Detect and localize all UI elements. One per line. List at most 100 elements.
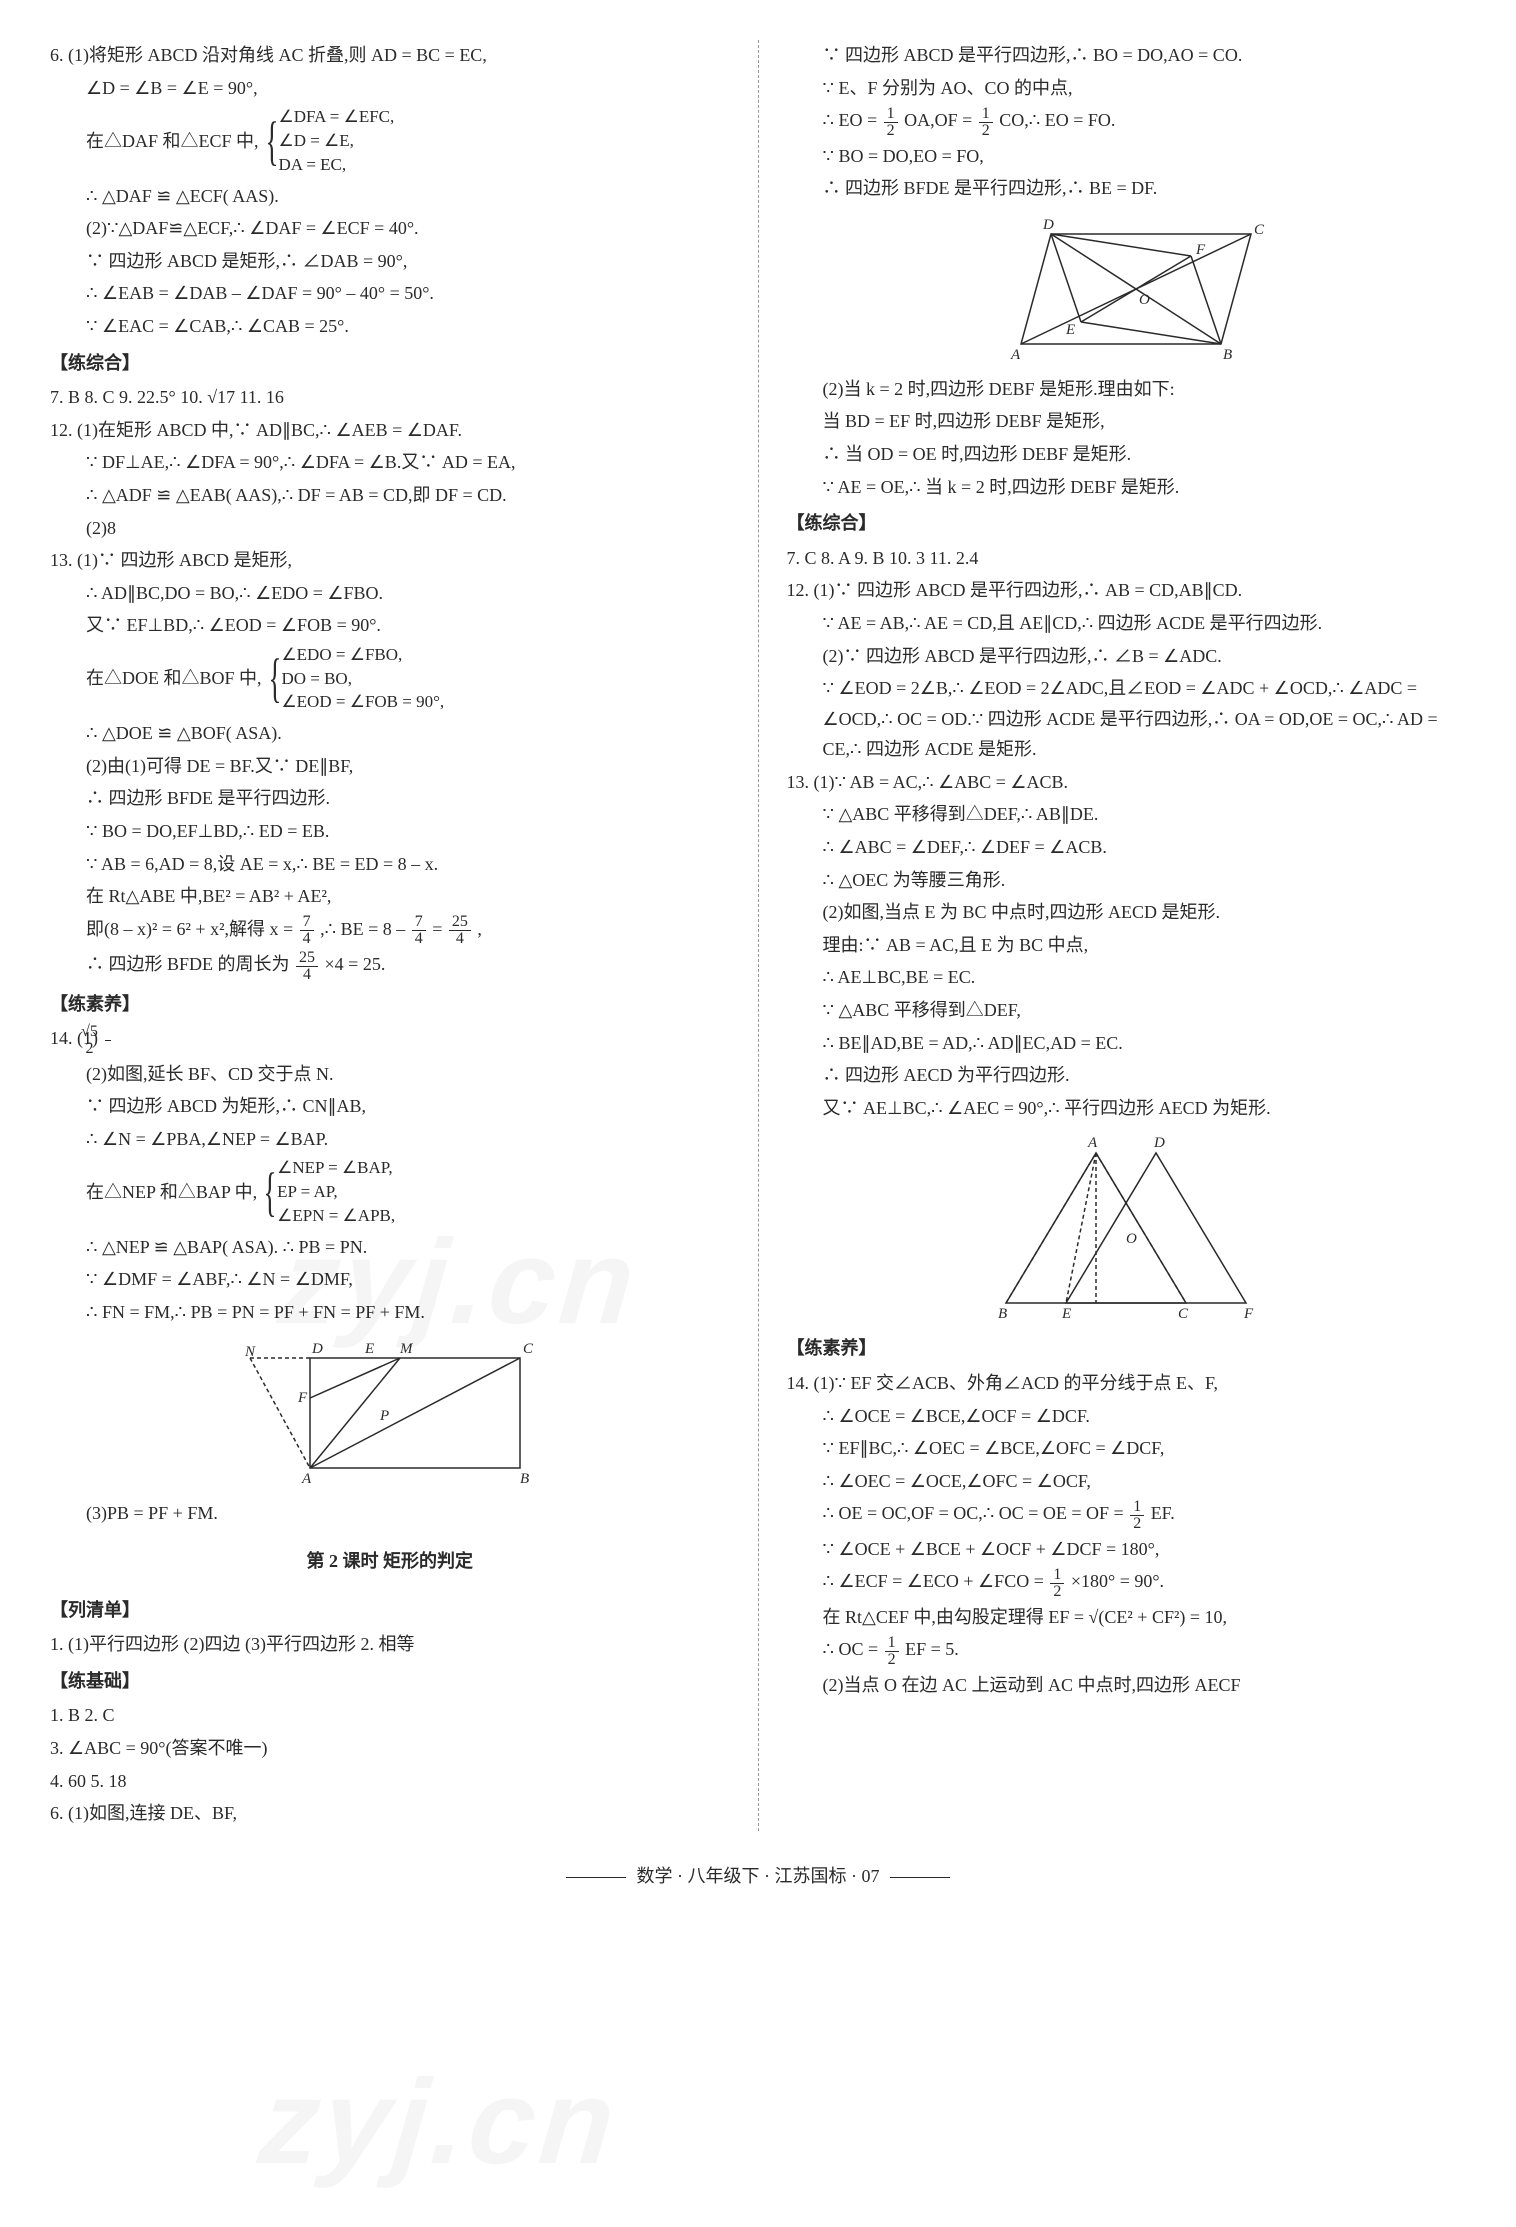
item-12-1b: ∵ DF⊥AE,∴ ∠DFA = 90°,∴ ∠DFA = ∠B.又∵ AD =… (50, 447, 730, 478)
item-13-2g: 又∵ AE⊥BC,∴ ∠AEC = 90°,∴ 平行四边形 AECD 为矩形. (787, 1093, 1467, 1124)
item-13-2f: ∴ 四边形 AECD 为平行四边形. (787, 1060, 1467, 1091)
item-12-1a: 12. (1)在矩形 ABCD 中,∵ AD∥BC,∴ ∠AEB = ∠DAF. (50, 415, 730, 446)
item-14-conc: ∴ △NEP ≌ △BAP( ASA). ∴ PB = PN. (50, 1232, 730, 1263)
svg-text:F: F (1195, 242, 1206, 258)
section-heading: 【练基础】 (50, 1666, 730, 1697)
r1: ∵ 四边形 ABCD 是平行四边形,∴ BO = DO,AO = CO. (787, 40, 1467, 71)
svg-text:F: F (297, 1390, 308, 1406)
answer-row: 7. B 8. C 9. 22.5° 10. √17 11. 16 (50, 382, 730, 413)
brace-icon: { (265, 125, 278, 157)
case-line: DO = BO, (281, 669, 352, 688)
brace-icon: { (264, 1176, 277, 1208)
case-line: ∠D = ∠E, (278, 131, 353, 150)
item-13-2e: 在 Rt△ABE 中,BE² = AB² + AE², (50, 881, 730, 912)
brace-icon: { (268, 662, 281, 694)
item-12-2a: (2)∵ 四边形 ABCD 是平行四边形,∴ ∠B = ∠ADC. (787, 641, 1467, 672)
svg-text:C: C (523, 1341, 534, 1357)
item-12-2: (2)8 (50, 513, 730, 544)
case-line: ∠EPN = ∠APB, (277, 1206, 395, 1225)
section-heading: 【练素养】 (50, 989, 730, 1020)
r6: (2)当 k = 2 时,四边形 DEBF 是矩形.理由如下: (787, 374, 1467, 405)
r2: ∵ E、F 分别为 AO、CO 的中点, (787, 73, 1467, 104)
svg-text:B: B (520, 1471, 529, 1487)
item-13-cases: 在△DOE 和△BOF 中, { ∠EDO = ∠FBO, DO = BO, ∠… (50, 643, 730, 714)
svg-text:A: A (1010, 347, 1021, 363)
item-13-2e: ∴ BE∥AD,BE = AD,∴ AD∥EC,AD = EC. (787, 1028, 1467, 1059)
item-14-1i: ∴ OC = 12 EF = 5. (787, 1634, 1467, 1667)
item-13-1a: 13. (1)∵ 四边形 ABCD 是矩形, (50, 545, 730, 576)
item-13-2g: ∴ 四边形 BFDE 的周长为 254 ×4 = 25. (50, 949, 730, 982)
item-6-2d: ∵ ∠EAC = ∠CAB,∴ ∠CAB = 25°. (50, 311, 730, 342)
item-12-2b: ∵ ∠EOD = 2∠B,∴ ∠EOD = 2∠ADC,且∠EOD = ∠ADC… (787, 673, 1467, 765)
svg-text:D: D (1153, 1135, 1165, 1151)
r9: ∵ AE = OE,∴ 当 k = 2 时,四边形 DEBF 是矩形. (787, 472, 1467, 503)
item-14-1b: ∴ ∠OCE = ∠BCE,∠OCF = ∠DCF. (787, 1401, 1467, 1432)
list-1: 1. (1)平行四边形 (2)四边 (3)平行四边形 2. 相等 (50, 1629, 730, 1660)
case-line: EP = AP, (277, 1182, 337, 1201)
item-12-1c: ∴ △ADF ≌ △EAB( AAS),∴ DF = AB = CD,即 DF … (50, 480, 730, 511)
svg-text:E: E (1061, 1306, 1071, 1322)
item-14-1e: ∴ OE = OC,OF = OC,∴ OC = OE = OF = 12 EF… (787, 1498, 1467, 1531)
case-intro: 在△NEP 和△BAP 中, (86, 1177, 257, 1208)
svg-text:D: D (1042, 217, 1054, 233)
item-14-1h: 在 Rt△CEF 中,由勾股定理得 EF = √(CE² + CF²) = 10… (787, 1602, 1467, 1633)
item-13-2a: (2)如图,当点 E 为 BC 中点时,四边形 AECD 是矩形. (787, 897, 1467, 928)
item-14-1d: ∴ ∠OEC = ∠OCE,∠OFC = ∠OCF, (787, 1466, 1467, 1497)
item-6-1a: 6. (1)将矩形 ABCD 沿对角线 AC 折叠,则 AD = BC = EC… (50, 40, 730, 71)
item-14-1c: ∵ EF∥BC,∴ ∠OEC = ∠BCE,∠OFC = ∠DCF, (787, 1433, 1467, 1464)
figure-rectangle: N D E M C F P A B (240, 1338, 540, 1488)
base-3: 3. ∠ABC = 90°(答案不唯一) (50, 1733, 730, 1764)
svg-text:D: D (311, 1341, 323, 1357)
item-14-1f: ∵ ∠OCE + ∠BCE + ∠OCF + ∠DCF = 180°, (787, 1534, 1467, 1565)
item-14-e: ∴ FN = FM,∴ PB = PN = PF + FN = PF + FM. (50, 1297, 730, 1328)
item-13-2c: ∵ BO = DO,EF⊥BD,∴ ED = EB. (50, 816, 730, 847)
item-14-1g: ∴ ∠ECF = ∠ECO + ∠FCO = 12 ×180° = 90°. (787, 1566, 1467, 1599)
case-line: DA = EC, (278, 155, 346, 174)
item-13-1c: 又∵ EF⊥BD,∴ ∠EOD = ∠FOB = 90°. (50, 610, 730, 641)
left-column: 6. (1)将矩形 ABCD 沿对角线 AC 折叠,则 AD = BC = EC… (50, 40, 730, 1831)
two-column-page: 6. (1)将矩形 ABCD 沿对角线 AC 折叠,则 AD = BC = EC… (50, 40, 1466, 1831)
svg-text:N: N (244, 1344, 256, 1360)
figure-triangles: A D O B E C F (976, 1133, 1276, 1323)
item-6-conc: ∴ △DAF ≌ △ECF( AAS). (50, 181, 730, 212)
figure-parallelogram: A B C D E F O (971, 214, 1281, 364)
item-13-1b: ∵ △ABC 平移得到△DEF,∴ AB∥DE. (787, 799, 1467, 830)
case-line: ∠DFA = ∠EFC, (278, 107, 394, 126)
r4: ∵ BO = DO,EO = FO, (787, 141, 1467, 172)
item-14-2: (2)当点 O 在边 AC 上运动到 AC 中点时,四边形 AECF (787, 1670, 1467, 1701)
section-heading: 【练综合】 (50, 348, 730, 379)
item-13-1c: ∴ ∠ABC = ∠DEF,∴ ∠DEF = ∠ACB. (787, 832, 1467, 863)
item-12-1a: 12. (1)∵ 四边形 ABCD 是平行四边形,∴ AB = CD,AB∥CD… (787, 575, 1467, 606)
right-column: ∵ 四边形 ABCD 是平行四边形,∴ BO = DO,AO = CO. ∵ E… (787, 40, 1467, 1831)
section-heading: 【列清单】 (50, 1595, 730, 1626)
item-13-2b: ∴ 四边形 BFDE 是平行四边形. (50, 783, 730, 814)
item-14-d: ∵ ∠DMF = ∠ABF,∴ ∠N = ∠DMF, (50, 1264, 730, 1295)
case-line: ∠EOD = ∠FOB = 90°, (281, 692, 444, 711)
svg-text:E: E (1065, 322, 1075, 338)
item-13-2f: 即(8 – x)² = 6² + x²,解得 x = 74 ,∴ BE = 8 … (50, 914, 730, 947)
svg-text:F: F (1243, 1306, 1254, 1322)
item-13-1a: 13. (1)∵ AB = AC,∴ ∠ABC = ∠ACB. (787, 767, 1467, 798)
svg-text:A: A (301, 1471, 312, 1487)
item-14-cases: 在△NEP 和△BAP 中, { ∠NEP = ∠BAP, EP = AP, ∠… (50, 1156, 730, 1227)
base-1: 1. B 2. C (50, 1700, 730, 1731)
svg-text:A: A (1087, 1135, 1098, 1151)
case-line: ∠EDO = ∠FBO, (281, 645, 402, 664)
item-13-2b: 理由:∵ AB = AC,且 E 为 BC 中点, (787, 930, 1467, 961)
item-6-2b: ∵ 四边形 ABCD 是矩形,∴ ∠DAB = 90°, (50, 246, 730, 277)
item-13-2d: ∵ AB = 6,AD = 8,设 AE = x,∴ BE = ED = 8 –… (50, 849, 730, 880)
base-6: 6. (1)如图,连接 DE、BF, (50, 1798, 730, 1829)
item-13-1b: ∴ AD∥BC,DO = BO,∴ ∠EDO = ∠FBO. (50, 578, 730, 609)
item-6-2c: ∴ ∠EAB = ∠DAB – ∠DAF = 90° – 40° = 50°. (50, 278, 730, 309)
item-14-2b: ∵ 四边形 ABCD 为矩形,∴ CN∥AB, (50, 1091, 730, 1122)
r8: ∴ 当 OD = OE 时,四边形 DEBF 是矩形. (787, 439, 1467, 470)
svg-text:M: M (399, 1341, 414, 1357)
svg-text:C: C (1178, 1306, 1189, 1322)
svg-text:B: B (998, 1306, 1007, 1322)
section-heading: 【练综合】 (787, 508, 1467, 539)
base-4: 4. 60 5. 18 (50, 1766, 730, 1797)
answer-row: 7. C 8. A 9. B 10. 3 11. 2.4 (787, 543, 1467, 574)
column-divider (758, 40, 759, 1831)
case-line: ∠NEP = ∠BAP, (277, 1158, 393, 1177)
case-intro: 在△DOE 和△BOF 中, (86, 663, 262, 694)
